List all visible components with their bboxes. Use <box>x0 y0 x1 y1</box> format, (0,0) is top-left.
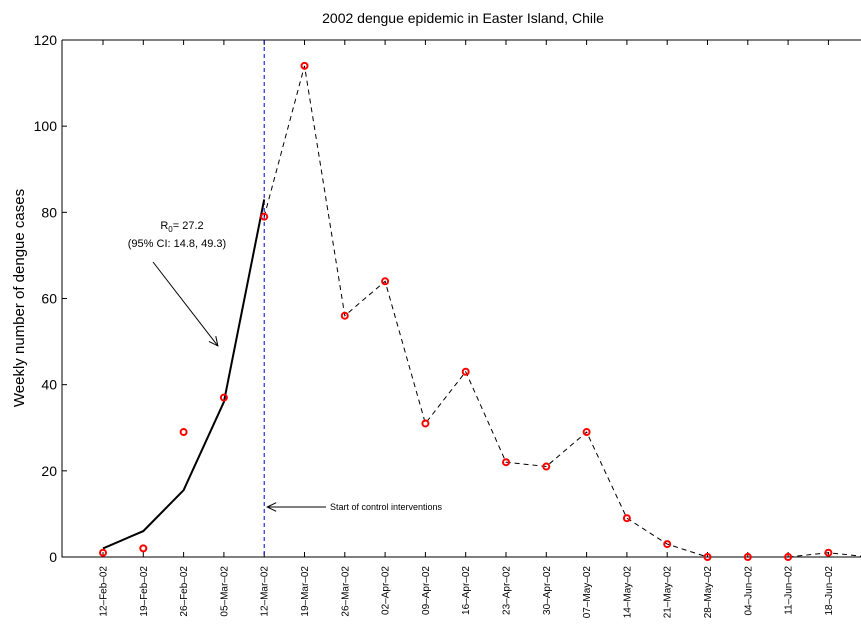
observed-point <box>260 212 269 221</box>
observed-point <box>542 462 551 471</box>
r0-subscript: 0 <box>168 225 173 234</box>
y-ticks: 0 20 40 60 80 100 120 <box>34 32 67 565</box>
observed-point <box>340 311 349 320</box>
model-fit-line <box>102 199 266 550</box>
observed-point <box>502 458 510 467</box>
observed-point <box>582 428 591 437</box>
x-tick-label: 16–Apr–02 <box>461 566 472 615</box>
y-tick-label: 40 <box>41 377 57 393</box>
observed-point <box>703 553 712 561</box>
x-tick-label: 26–Mar–02 <box>340 566 351 617</box>
plot-axes <box>61 39 861 558</box>
observed-point <box>824 548 833 557</box>
x-tick-label: 18–Jun–02 <box>824 566 835 616</box>
x-tick-label: 12–Mar–02 <box>260 566 271 617</box>
series-layer <box>99 40 861 561</box>
y-tick-label: 0 <box>49 549 57 565</box>
observed-point <box>179 428 188 437</box>
annotation-layer: R0= 27.2 (95% CI: 14.8, 49.3) Start of c… <box>128 220 443 512</box>
y-axis-label: Weekly number of dengue cases <box>11 189 28 407</box>
r0-value: = 27.2 <box>173 220 204 232</box>
control-start-arrow-head <box>266 502 277 512</box>
control-start-label: Start of control interventions <box>330 502 443 512</box>
x-tick-label: 23–Apr–02 <box>502 566 513 615</box>
x-tick-label: 26–Feb–02 <box>179 566 190 617</box>
observed-point <box>461 367 470 376</box>
r0-arrow-head <box>208 336 219 347</box>
y-tick-label: 100 <box>34 118 58 134</box>
x-tick-label: 28–May–02 <box>703 566 714 619</box>
x-tick-label: 09–Apr–02 <box>421 566 432 615</box>
observed-point <box>421 419 430 428</box>
x-tick-label: 02–Apr–02 <box>381 566 392 615</box>
x-tick-label: 11–Jun–02 <box>784 566 795 615</box>
x-tick-label: 05–Mar–02 <box>219 566 230 617</box>
observed-point <box>663 540 672 549</box>
r0-arrow-shaft <box>152 261 219 347</box>
y-tick-label: 120 <box>34 32 58 48</box>
x-tick-label: 14–May–02 <box>622 566 633 619</box>
x-tick-label: 07–May–02 <box>582 566 593 619</box>
x-tick-label: 04–Jun–02 <box>743 566 754 616</box>
observed-point <box>99 548 107 557</box>
y-tick-label: 80 <box>41 204 57 220</box>
r0-symbol: R <box>160 220 168 232</box>
x-tick-label: 19–Mar–02 <box>300 566 311 617</box>
ci-annotation: (95% CI: 14.8, 49.3) <box>128 238 226 250</box>
observed-point <box>622 514 631 523</box>
observed-point <box>743 553 752 561</box>
observed-point <box>381 277 390 286</box>
observed-point <box>139 544 148 553</box>
observed-point <box>300 61 309 70</box>
x-tick-label: 19–Feb–02 <box>139 566 150 617</box>
x-tick-label: 30–Apr–02 <box>542 566 553 615</box>
chart-title: 2002 dengue epidemic in Easter Island, C… <box>322 10 604 26</box>
r0-annotation: R0= 27.2 <box>160 220 203 234</box>
observed-point <box>219 393 228 402</box>
observed-point <box>784 553 793 561</box>
y-tick-label: 20 <box>41 463 57 479</box>
epidemic-curve-line <box>263 65 861 558</box>
x-tick-label: 12–Feb–02 <box>99 566 110 617</box>
x-tick-label: 21–May–02 <box>663 566 674 619</box>
axes-frame <box>61 39 861 558</box>
y-tick-label: 60 <box>41 291 57 307</box>
x-ticks: 12–Feb–02 19–Feb–02 26–Feb–02 05–Mar–02 12–M… <box>99 40 835 618</box>
